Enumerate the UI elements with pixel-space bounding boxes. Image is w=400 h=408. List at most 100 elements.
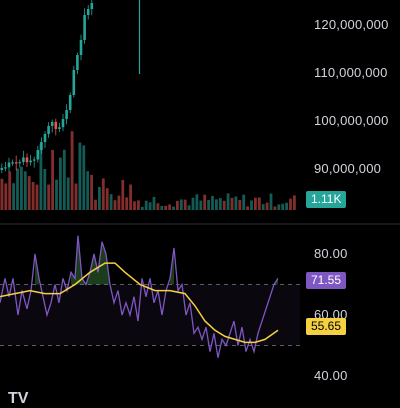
volume-bar — [187, 205, 191, 210]
candle-body — [43, 134, 47, 142]
volume-bar — [195, 194, 199, 210]
rsi-axis-label: 80.00 — [314, 246, 348, 261]
candle-body — [25, 157, 29, 163]
volume-bar — [55, 179, 58, 210]
volume-bar — [70, 131, 74, 210]
volume-bar — [277, 204, 281, 210]
volume-bar — [246, 206, 249, 210]
volume-bar — [203, 194, 207, 210]
candlesticks — [0, 0, 141, 174]
volume-tag: 1.11K — [306, 191, 347, 208]
volume-bar — [101, 178, 105, 210]
candle-body — [65, 110, 68, 120]
rsi-ma-value-tag: 55.65 — [306, 318, 347, 335]
volume-bar — [230, 197, 234, 210]
volume-bar — [105, 188, 109, 210]
volume-bar — [129, 184, 132, 210]
rsi-overbought-fills — [35, 235, 278, 285]
volume-bar — [238, 199, 242, 210]
volume-bar — [82, 145, 86, 210]
rsi-band-fill — [0, 284, 300, 346]
volume-bar — [152, 196, 156, 210]
volume-bar — [156, 203, 160, 210]
volume-bar — [74, 183, 78, 210]
volume-bar — [27, 176, 31, 210]
volume-bar — [20, 166, 23, 210]
candle-body — [0, 167, 4, 170]
volume-bar — [51, 149, 54, 210]
candle-body — [29, 160, 32, 163]
volume-bar — [148, 202, 152, 210]
volume-bar — [164, 205, 168, 210]
volume-bar — [16, 168, 19, 210]
volume-bar — [289, 198, 292, 210]
candle-body — [14, 162, 18, 164]
volume-bar — [4, 183, 8, 210]
candle-body — [68, 95, 72, 110]
volume-bar — [293, 195, 296, 210]
volume-bar — [121, 179, 125, 210]
volume-bar — [47, 184, 51, 210]
candle-body — [79, 40, 83, 55]
volume-bar — [168, 204, 171, 210]
candle-body — [86, 9, 90, 15]
volume-bar — [176, 200, 179, 210]
volume-bar — [113, 200, 117, 210]
volume-bar — [269, 193, 273, 210]
volume-bar — [94, 199, 97, 210]
volume-bar — [222, 200, 226, 210]
price-axis-label: 90,000,000 — [314, 161, 382, 176]
volume-bar — [207, 200, 210, 210]
volume-bar — [137, 200, 140, 210]
volume-bar — [39, 143, 43, 210]
volume-bar — [254, 197, 257, 210]
volume-bar — [183, 199, 187, 210]
candle-body — [32, 159, 36, 161]
candle-body — [72, 70, 76, 95]
candle-body — [76, 55, 79, 70]
volume-bar — [211, 195, 214, 210]
volume-bar — [8, 171, 12, 210]
volume-bar — [0, 178, 4, 210]
candle-body — [11, 162, 14, 164]
candle-body — [4, 167, 7, 169]
volume-bar — [172, 206, 175, 210]
rsi-overbought-fill — [71, 235, 110, 285]
candle-body — [61, 119, 65, 128]
candle-body — [83, 15, 86, 40]
volume-bar — [43, 168, 47, 210]
candle-body — [58, 127, 61, 129]
rsi-bands — [0, 284, 300, 346]
volume-bar — [273, 206, 277, 210]
volume-bar — [144, 200, 148, 210]
candle-body — [54, 121, 58, 129]
volume-bar — [215, 199, 218, 210]
volume-bars — [0, 131, 296, 210]
volume-bar — [31, 181, 35, 210]
tradingview-logo[interactable]: TV — [8, 390, 29, 407]
volume-bar — [140, 206, 144, 210]
volume-bar — [109, 194, 113, 210]
volume-bar — [12, 183, 15, 210]
volume-bar — [191, 197, 195, 210]
volume-bar — [199, 200, 203, 210]
volume-bar — [59, 157, 62, 210]
volume-bar — [66, 177, 70, 210]
candle-body — [22, 157, 25, 163]
rsi-axis-label: 40.00 — [314, 368, 348, 383]
volume-bar — [250, 200, 253, 210]
candle-body — [40, 142, 43, 150]
volume-bar — [90, 174, 93, 210]
volume-bar — [35, 184, 39, 210]
volume-bar — [160, 205, 164, 210]
volume-bar — [234, 196, 238, 210]
volume-bar — [125, 197, 129, 210]
candle-body — [36, 150, 40, 160]
volume-bar — [133, 201, 136, 210]
volume-bar — [78, 142, 82, 210]
rsi-value-tag: 71.55 — [306, 272, 347, 289]
price-axis-label: 100,000,000 — [314, 113, 389, 128]
volume-bar — [86, 171, 90, 210]
